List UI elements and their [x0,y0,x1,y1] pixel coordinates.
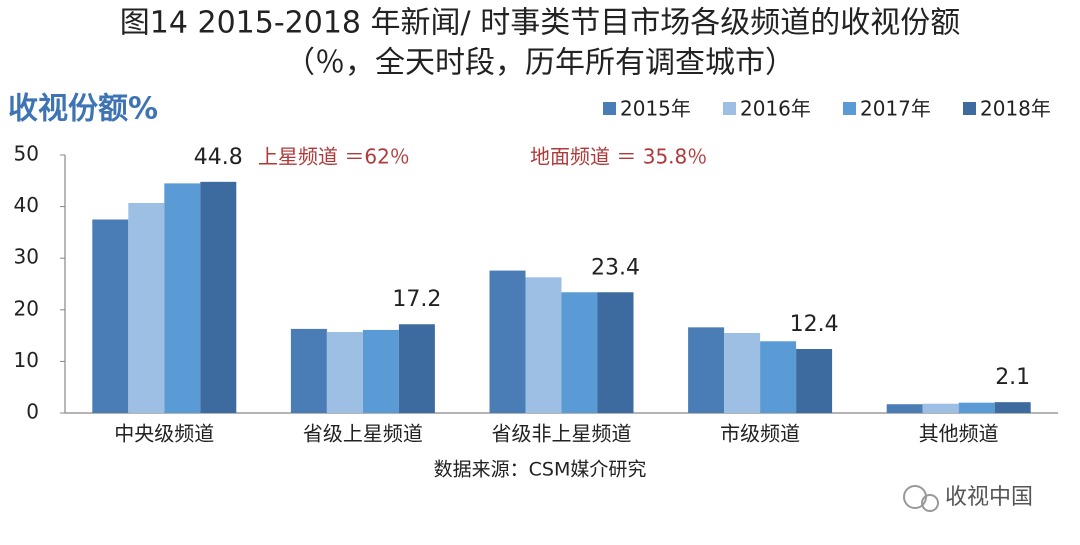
bar [958,402,995,413]
y-tick-label: 0 [26,400,39,424]
y-tick-label: 10 [14,348,39,372]
watermark-icon [903,485,939,512]
legend-label: 2015年 [620,97,691,121]
bar [362,329,399,413]
watermark: 收视中国 [945,485,1033,510]
value-label: 23.4 [591,255,640,280]
legend-swatch [603,102,616,115]
bar [724,333,761,413]
source: 数据来源：CSM媒介研究 [434,459,647,481]
bar [561,292,598,413]
legend-swatch [723,102,736,115]
bar [326,331,363,413]
x-tick-label: 市级频道 [720,422,800,446]
bar [164,183,201,413]
bar [922,403,959,413]
y-axis-label: 收视份额% [8,92,158,127]
chart-title: 图14 2015-2018 年新闻/ 时事类节目市场各级频道的收视份额 [120,6,960,41]
legend-swatch [963,102,976,115]
bar [489,270,526,413]
y-tick-label: 30 [14,245,39,269]
x-tick-label: 省级上星频道 [303,422,423,446]
bar [92,219,129,413]
chart-subtitle: （％，全天时段，历年所有调查城市） [285,46,795,81]
bar [760,341,797,413]
y-tick-label: 50 [14,142,39,166]
bar [597,292,634,413]
x-tick-label: 其他频道 [919,422,999,446]
annotation: 上星频道 ＝62％ [258,145,410,169]
bar [994,402,1031,413]
bar [886,404,923,413]
bar [688,327,725,413]
x-tick-label: 省级非上星频道 [492,422,632,446]
x-tick-label: 中央级频道 [114,422,214,446]
value-label: 44.8 [194,145,243,170]
annotation: 地面频道 ＝ 35.8％ [530,145,707,169]
legend-swatch [843,102,856,115]
legend-label: 2016年 [740,97,811,121]
bar [525,277,562,413]
value-label: 17.2 [392,287,441,312]
value-label: 2.1 [995,365,1030,390]
y-tick-label: 20 [14,296,39,320]
bar [290,328,327,413]
bar [398,324,435,413]
legend-label: 2018年 [980,97,1051,121]
value-label: 12.4 [790,312,839,337]
bar [796,349,833,413]
bar [200,181,237,413]
y-tick-label: 40 [14,193,39,217]
bar [128,202,165,413]
legend-label: 2017年 [860,97,931,121]
